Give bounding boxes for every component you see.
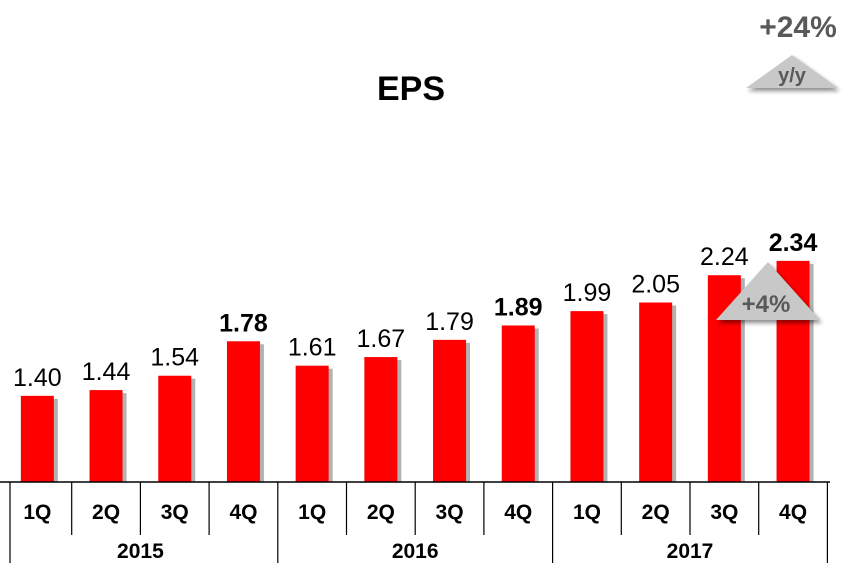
bar bbox=[89, 390, 123, 482]
bar bbox=[433, 339, 467, 482]
chart-title: EPS bbox=[377, 70, 445, 108]
tick-label: 4Q bbox=[229, 501, 257, 524]
category-axis-table: 1Q 2Q 3Q 4Q 1Q 2Q 3Q 4Q 1Q 2Q 3Q 4Q 2015 2016 2017 bbox=[0, 481, 830, 563]
qoq-value: +4% bbox=[742, 291, 791, 318]
data-label: 1.54 bbox=[150, 344, 199, 372]
group-label: 2015 bbox=[117, 540, 164, 563]
qoq-triangle bbox=[716, 262, 820, 320]
data-label: 1.67 bbox=[357, 325, 406, 353]
tick-label: 4Q bbox=[504, 501, 532, 524]
data-label: 1.99 bbox=[563, 279, 612, 307]
yoy-value: +24% bbox=[759, 11, 837, 44]
tick-label: 2Q bbox=[92, 501, 120, 524]
bar bbox=[364, 357, 398, 482]
bar bbox=[295, 365, 329, 482]
bar bbox=[226, 341, 260, 482]
data-label: 2.34 bbox=[769, 229, 818, 257]
group-label: 2017 bbox=[667, 540, 714, 563]
bars-layer bbox=[20, 260, 814, 482]
yoy-sub: y/y bbox=[778, 65, 807, 87]
tick-label: 3Q bbox=[161, 501, 189, 524]
group-label: 2016 bbox=[392, 540, 439, 563]
yoy-triangle bbox=[746, 55, 838, 88]
bar bbox=[20, 395, 54, 482]
value-labels-layer: 1.40 1.44 1.54 1.78 1.61 1.67 1.79 1.89 1.99 2.05… bbox=[13, 229, 817, 392]
tick-label: 1Q bbox=[23, 501, 51, 524]
bar bbox=[501, 325, 535, 482]
yoy-annotation: +24% y/y bbox=[746, 11, 838, 88]
data-label: 1.44 bbox=[82, 358, 131, 386]
bar bbox=[639, 302, 673, 482]
tick-label: 2Q bbox=[367, 501, 395, 524]
bar bbox=[158, 375, 192, 482]
bar bbox=[570, 311, 604, 482]
tick-label: 3Q bbox=[436, 501, 464, 524]
tick-label: 1Q bbox=[573, 501, 601, 524]
tick-label: 2Q bbox=[642, 501, 670, 524]
tick-label: 1Q bbox=[298, 501, 326, 524]
tick-label: 4Q bbox=[779, 501, 807, 524]
data-label: 2.05 bbox=[631, 271, 680, 299]
qoq-annotation: +4% bbox=[716, 262, 820, 320]
data-label: 1.78 bbox=[219, 309, 268, 337]
data-label: 1.40 bbox=[13, 364, 62, 392]
data-label: 1.79 bbox=[425, 308, 474, 336]
data-label: 1.89 bbox=[494, 293, 543, 321]
data-label: 1.61 bbox=[288, 334, 337, 362]
data-label: 2.24 bbox=[700, 243, 749, 271]
tick-label: 3Q bbox=[710, 501, 738, 524]
